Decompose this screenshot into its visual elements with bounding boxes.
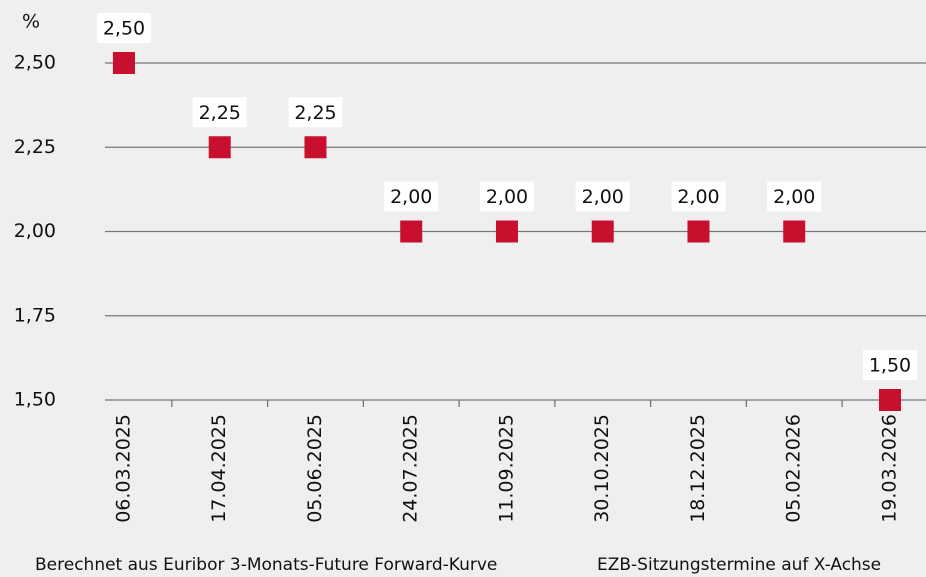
y-tick-label: 2,00 [14,220,56,242]
x-tick-label: 06.03.2025 [112,414,134,523]
footnote: EZB-Sitzungstermine auf X-Achse [597,555,881,575]
value-label-box [96,13,151,43]
y-unit: % [22,11,40,33]
value-label-box [192,97,247,128]
y-tick-label: 2,50 [14,52,56,74]
x-tick-label: 05.06.2025 [304,414,326,523]
value-label-box [384,181,439,212]
x-tick-label: 24.07.2025 [400,414,422,523]
x-tick-label: 17.04.2025 [208,414,230,523]
footnote: Berechnet aus Euribor 3-Monats-Future Fo… [35,555,497,575]
value-label: 2,00 [773,186,815,208]
marker [208,136,231,159]
value-label-box [479,181,534,212]
marker [783,220,806,243]
marker [112,52,135,74]
value-label-box [671,181,726,212]
marker [591,220,614,243]
value-label: 2,25 [294,102,336,124]
value-label: 2,00 [677,186,719,208]
value-label-box [575,181,630,212]
value-label: 2,50 [103,18,145,40]
marker [495,220,518,243]
marker [304,136,327,159]
value-label-box [767,181,822,212]
y-tick-label: 1,75 [14,304,56,326]
marker [400,220,423,243]
value-label: 1,50 [869,355,911,377]
x-tick-label: 30.10.2025 [591,414,613,523]
value-label-box [862,350,917,380]
value-label-box [288,97,343,128]
x-tick-label: 18.12.2025 [687,414,709,523]
y-tick-label: 2,25 [14,136,56,158]
x-tick-label: 05.02.2026 [783,414,805,523]
x-tick-label: 19.03.2026 [878,414,900,523]
value-label: 2,00 [390,186,432,208]
value-label: 2,00 [582,186,624,208]
marker [878,389,901,411]
value-label: 2,25 [199,102,241,124]
y-tick-label: 1,50 [14,389,56,411]
value-label: 2,00 [486,186,528,208]
marker [687,220,710,243]
x-tick-label: 11.09.2025 [495,414,517,523]
